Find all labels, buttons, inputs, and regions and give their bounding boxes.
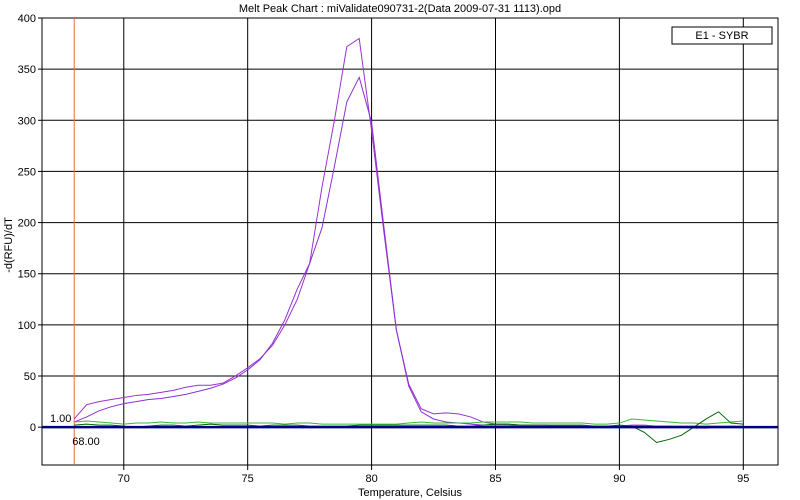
x-tick-label: 70 — [118, 473, 130, 485]
threshold-label: 1.00 — [50, 413, 71, 425]
legend-label: E1 - SYBR — [695, 30, 748, 42]
chart-title: Melt Peak Chart : miValidate090731-2(Dat… — [239, 3, 561, 15]
cursor-label: 68.00 — [72, 436, 100, 448]
x-tick-label: 95 — [737, 473, 749, 485]
y-tick-label: 0 — [30, 422, 36, 434]
y-tick-label: 400 — [18, 13, 36, 25]
x-tick-label: 80 — [365, 473, 377, 485]
y-tick-label: 100 — [18, 320, 36, 332]
y-tick-label: 50 — [24, 371, 36, 383]
legend-box — [671, 26, 773, 45]
x-tick-label: 75 — [242, 473, 254, 485]
x-tick-label: 90 — [613, 473, 625, 485]
series-line — [74, 418, 744, 425]
y-tick-label: 150 — [18, 269, 36, 281]
y-tick-label: 200 — [18, 218, 36, 230]
y-tick-label: 350 — [18, 64, 36, 76]
x-tick-label: 85 — [489, 473, 501, 485]
plot-area — [41, 17, 779, 466]
y-axis-label: -d(RFU)/dT — [3, 217, 15, 273]
y-tick-label: 300 — [18, 115, 36, 127]
x-axis-label: Temperature, Celsius — [358, 487, 462, 499]
y-tick-label: 250 — [18, 166, 36, 178]
